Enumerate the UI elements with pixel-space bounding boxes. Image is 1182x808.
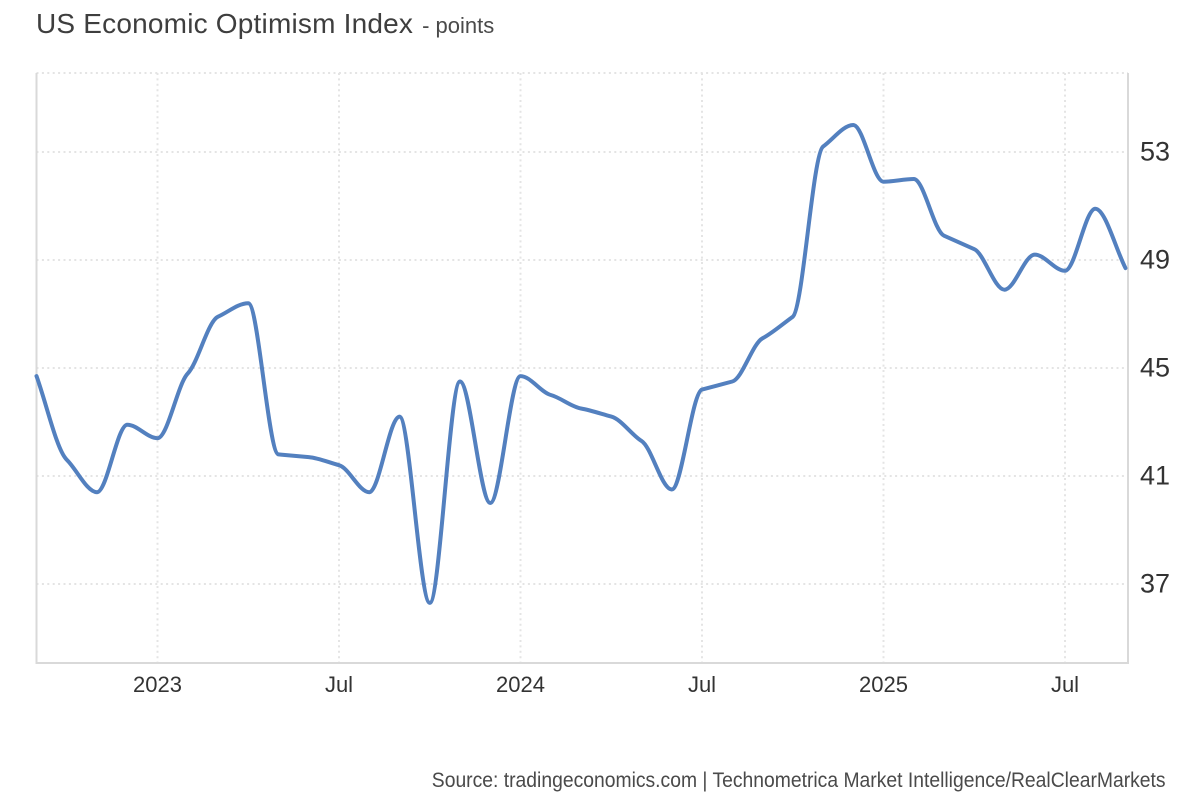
x-axis-label-jul: Jul xyxy=(324,672,354,697)
series-line xyxy=(34,123,1128,605)
x-axis-label-2025: 2025 xyxy=(859,672,908,697)
chart-title: US Economic Optimism Index xyxy=(36,8,414,39)
x-axis-label-2023: 2023 xyxy=(133,672,182,697)
y-axis-label-49: 49 xyxy=(1140,244,1171,275)
chart-header: US Economic Optimism Index - points xyxy=(36,8,494,40)
y-axis-label-45: 45 xyxy=(1140,352,1171,383)
y-axis-label-41: 41 xyxy=(1140,460,1171,491)
y-axis-label-53: 53 xyxy=(1140,136,1171,167)
x-axis-label-jul: Jul xyxy=(687,672,717,697)
y-axis-label-37: 37 xyxy=(1140,568,1171,599)
source-credit: Source: tradingeconomics.com | Technomet… xyxy=(432,769,1166,792)
chart-canvas xyxy=(34,72,1129,664)
plot-area[interactable]: 53 49 45 41 37 2023 Jul 2024 Jul 2025 Jul xyxy=(0,0,1182,730)
x-axis-label-jul: Jul xyxy=(1050,672,1080,697)
x-axis-label-2024: 2024 xyxy=(496,672,545,697)
chart-unit-label: - points xyxy=(422,13,495,38)
source-row: Source: tradingeconomics.com | Technomet… xyxy=(368,769,1166,793)
